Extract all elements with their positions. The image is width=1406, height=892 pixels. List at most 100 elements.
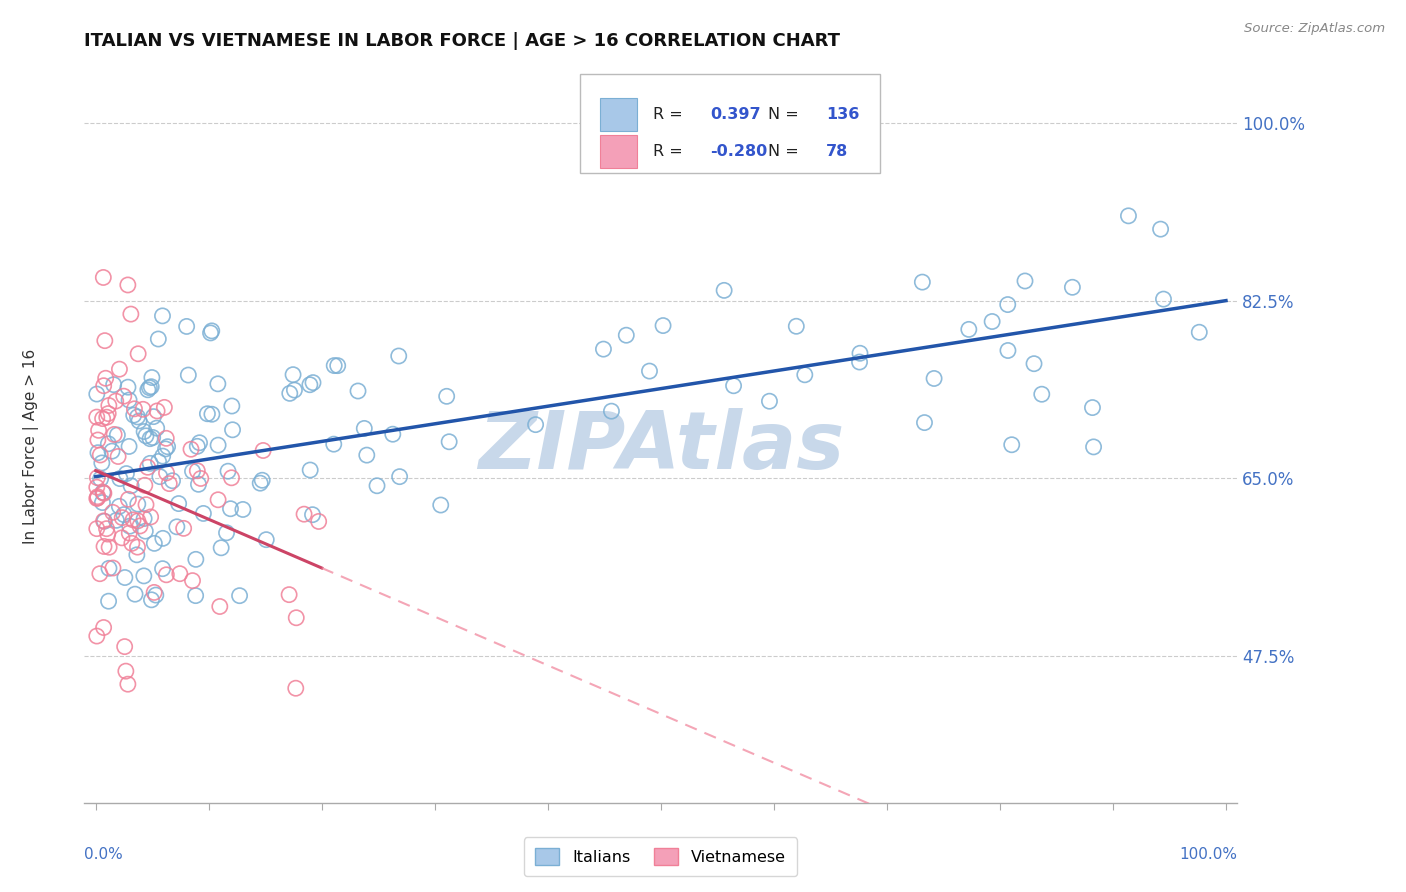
Bar bbox=[600, 135, 637, 168]
Point bbox=[115, 467, 138, 481]
Point bbox=[117, 492, 139, 507]
Point bbox=[301, 508, 323, 522]
Point bbox=[292, 507, 315, 521]
Point bbox=[146, 404, 169, 418]
Point bbox=[134, 425, 156, 439]
Point bbox=[1083, 440, 1105, 454]
Point bbox=[437, 434, 460, 449]
Point bbox=[1081, 401, 1104, 415]
Point bbox=[149, 469, 172, 483]
Point bbox=[97, 407, 120, 421]
Point bbox=[758, 394, 780, 409]
Point bbox=[849, 346, 872, 360]
Point bbox=[180, 442, 202, 457]
Point bbox=[278, 588, 301, 602]
Text: 136: 136 bbox=[825, 107, 859, 122]
Text: N =: N = bbox=[768, 107, 804, 122]
Point bbox=[1014, 274, 1036, 288]
Point bbox=[86, 480, 108, 494]
Point bbox=[127, 497, 149, 511]
Point bbox=[186, 464, 208, 478]
Point bbox=[107, 450, 129, 464]
Point bbox=[911, 275, 934, 289]
Point bbox=[87, 433, 110, 447]
Point bbox=[162, 474, 184, 488]
Point bbox=[103, 377, 125, 392]
Point bbox=[197, 407, 219, 421]
Text: R =: R = bbox=[652, 144, 688, 159]
Point bbox=[1001, 438, 1024, 452]
Point bbox=[181, 464, 204, 478]
Point bbox=[614, 328, 637, 343]
Point bbox=[187, 477, 209, 491]
Point bbox=[97, 594, 120, 608]
Point bbox=[135, 429, 157, 443]
Point bbox=[127, 540, 149, 554]
Point bbox=[97, 437, 120, 451]
Point bbox=[141, 380, 163, 394]
Point bbox=[87, 445, 110, 459]
Point bbox=[793, 368, 815, 382]
Point bbox=[922, 371, 945, 385]
Point bbox=[112, 508, 135, 522]
Point bbox=[90, 472, 112, 486]
Point bbox=[981, 314, 1004, 328]
Point bbox=[388, 469, 411, 483]
Point bbox=[142, 409, 165, 424]
Point bbox=[86, 629, 108, 643]
Text: 100.0%: 100.0% bbox=[1180, 847, 1237, 863]
Point bbox=[285, 611, 308, 625]
Point bbox=[308, 515, 330, 529]
Point bbox=[322, 437, 344, 451]
Point bbox=[94, 334, 117, 348]
Point bbox=[155, 567, 177, 582]
Point bbox=[105, 513, 128, 527]
Point bbox=[600, 404, 623, 418]
Point bbox=[91, 411, 114, 425]
Point bbox=[121, 536, 143, 550]
Point bbox=[298, 377, 321, 392]
Point bbox=[134, 524, 156, 538]
Point bbox=[91, 270, 114, 285]
Text: ZIPAtlas: ZIPAtlas bbox=[478, 409, 844, 486]
Point bbox=[152, 449, 174, 463]
Point bbox=[141, 370, 163, 384]
Bar bbox=[600, 98, 637, 130]
Point bbox=[221, 471, 243, 485]
Point bbox=[254, 533, 277, 547]
Point bbox=[136, 460, 159, 475]
Point bbox=[141, 592, 163, 607]
Point bbox=[152, 309, 174, 323]
Point bbox=[103, 427, 125, 442]
Point bbox=[135, 498, 157, 512]
Point bbox=[86, 491, 108, 506]
Point bbox=[326, 359, 349, 373]
Text: R =: R = bbox=[652, 107, 688, 122]
Point bbox=[997, 297, 1019, 311]
Point bbox=[1022, 357, 1045, 371]
Point bbox=[217, 464, 239, 478]
Point bbox=[173, 521, 195, 535]
Point bbox=[93, 514, 115, 528]
Point bbox=[145, 588, 167, 602]
Point bbox=[118, 392, 141, 407]
Point bbox=[127, 409, 149, 424]
Text: 78: 78 bbox=[825, 144, 848, 159]
Point bbox=[97, 527, 120, 541]
Point bbox=[101, 505, 124, 519]
Text: N =: N = bbox=[768, 144, 804, 159]
Point bbox=[366, 479, 388, 493]
Point bbox=[91, 485, 114, 500]
Legend: Italians, Vietnamese: Italians, Vietnamese bbox=[524, 838, 797, 876]
Point bbox=[997, 343, 1019, 358]
Point bbox=[111, 510, 134, 524]
Point bbox=[156, 440, 179, 454]
Point bbox=[86, 410, 108, 425]
Point bbox=[436, 389, 458, 403]
Point bbox=[1153, 292, 1175, 306]
Point bbox=[86, 490, 108, 504]
Point bbox=[124, 587, 146, 601]
Point bbox=[120, 307, 142, 321]
Point bbox=[219, 501, 242, 516]
Point bbox=[89, 448, 111, 462]
